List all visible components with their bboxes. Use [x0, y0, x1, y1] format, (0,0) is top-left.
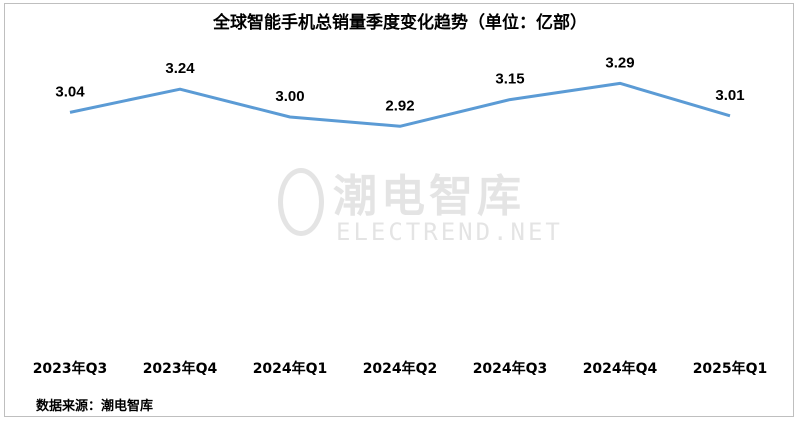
x-tick-label: 2024年Q2	[363, 360, 438, 377]
data-label: 3.04	[55, 83, 85, 100]
data-label: 3.00	[275, 88, 304, 105]
chart-title: 全球智能手机总销量季度变化趋势（单位：亿部）	[213, 13, 587, 33]
x-tick-label: 2025年Q1	[693, 360, 768, 377]
watermark-logo-icon	[278, 168, 324, 236]
x-tick-label: 2024年Q4	[583, 360, 658, 377]
data-label: 3.01	[715, 87, 744, 104]
data-label: 3.29	[605, 54, 634, 71]
watermark-en: ELECTREND.NET	[336, 218, 563, 246]
watermark-cn: 潮电智库	[333, 171, 525, 222]
source-note: 数据来源：潮电智库	[36, 399, 154, 414]
data-label: 3.24	[165, 60, 195, 77]
x-tick-label: 2023年Q4	[143, 360, 218, 377]
series-line	[69, 81, 731, 128]
data-label: 3.15	[495, 71, 524, 88]
x-tick-label: 2024年Q3	[473, 360, 548, 377]
x-tick-label: 2023年Q3	[33, 360, 108, 377]
watermark: 潮电智库 ELECTREND.NET	[278, 160, 560, 250]
chart-frame	[4, 3, 794, 417]
x-tick-label: 2024年Q1	[253, 360, 328, 377]
data-label: 2.92	[385, 97, 414, 114]
